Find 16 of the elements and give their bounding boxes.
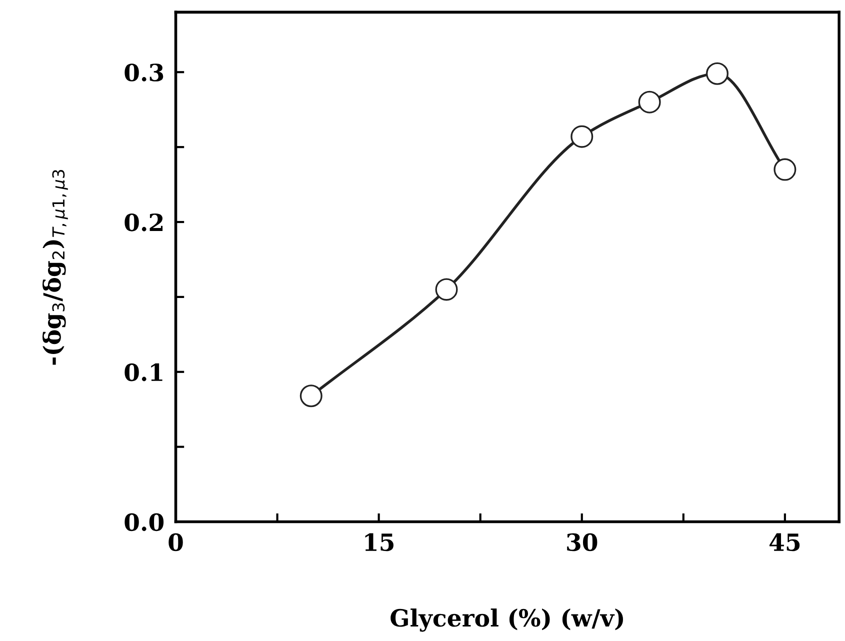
point [706,62,728,85]
y-tick-label: 0.0 [124,513,164,532]
x-tick-label: 45 [769,533,800,552]
point [638,90,661,114]
point [300,384,322,408]
y-tick-label: 0.3 [124,64,164,82]
point [570,125,594,148]
y-tick-label: 0.2 [124,213,163,232]
y-tick-label: 0.1 [124,363,162,382]
point [435,278,458,301]
x-tick-label: 30 [567,533,598,552]
point [774,158,796,181]
x-tick-label: 0 [168,533,183,552]
y-axis-title: -(δg$_{3}$/δg$_{2}$)$_{T,μ1,μ3}$ [42,170,68,365]
x-tick-label: 15 [365,533,394,552]
x-axis-title: Glycerol (%) (w/v) [390,608,623,632]
